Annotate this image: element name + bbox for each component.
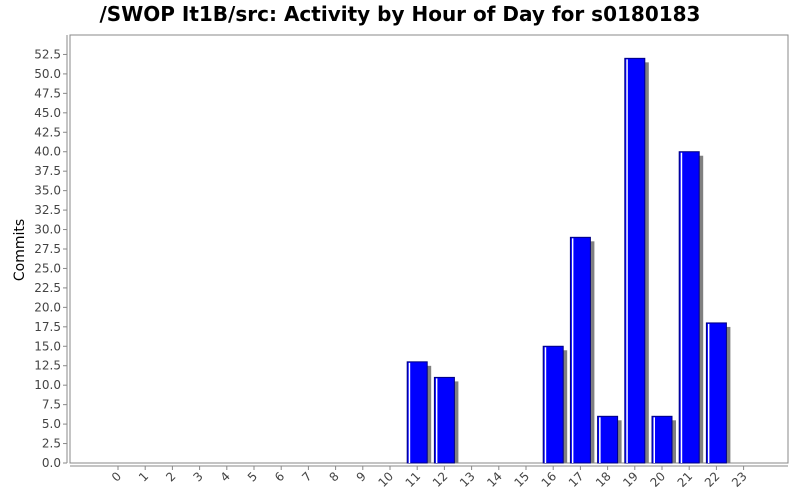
x-tick-label: 11	[403, 469, 424, 490]
x-tick-label: 12	[430, 469, 451, 490]
y-tick-label: 22.5	[34, 281, 61, 295]
y-tick-label: 47.5	[34, 86, 61, 100]
x-tick-label: 1	[136, 469, 151, 484]
bar-highlight	[408, 362, 411, 463]
bar	[569, 236, 591, 464]
bar-highlight	[599, 417, 601, 463]
bar-highlight	[435, 378, 438, 463]
x-tick-label: 18	[593, 469, 614, 490]
x-tick-label: 5	[245, 469, 260, 484]
x-tick-label: 6	[272, 469, 287, 484]
y-tick-label: 50.0	[34, 67, 61, 81]
y-tick-label: 37.5	[34, 164, 61, 178]
y-tick-label: 42.5	[34, 125, 61, 139]
x-tick-label: 9	[354, 469, 369, 484]
x-tick-label: 21	[675, 469, 696, 490]
y-tick-label: 17.5	[34, 320, 61, 334]
y-tick-label: 12.5	[34, 359, 61, 373]
bar-highlight	[571, 238, 574, 463]
x-tick-label: 10	[375, 469, 396, 490]
x-tick-label: 4	[218, 469, 233, 484]
x-tick-label: 16	[539, 469, 560, 490]
y-tick-label: 25.0	[34, 261, 61, 275]
y-tick-label: 27.5	[34, 242, 61, 256]
x-tick-label: 3	[190, 469, 205, 484]
bar-highlight	[544, 347, 547, 463]
y-tick-label: 32.5	[34, 203, 61, 217]
y-tick-label: 0.0	[42, 456, 61, 470]
x-tick-label: 8	[326, 469, 341, 484]
y-tick-label: 15.0	[34, 339, 61, 353]
y-tick-label: 52.5	[34, 47, 61, 61]
y-tick-label: 2.5	[42, 437, 61, 451]
bar	[624, 57, 646, 464]
bar	[705, 322, 727, 464]
x-tick-label: 22	[702, 469, 723, 490]
x-tick-label: 15	[511, 469, 532, 490]
bar-highlight	[707, 323, 710, 463]
bar	[651, 415, 673, 464]
x-tick-label: 0	[109, 469, 124, 484]
y-tick-label: 35.0	[34, 184, 61, 198]
x-tick-label: 23	[729, 469, 750, 490]
y-tick-label: 30.0	[34, 223, 61, 237]
chart-title: /SWOP It1B/src: Activity by Hour of Day …	[99, 2, 701, 26]
x-tick-label: 2	[163, 469, 178, 484]
y-tick-label: 45.0	[34, 106, 61, 120]
x-tick-label: 14	[484, 469, 505, 490]
y-tick-label: 20.0	[34, 300, 61, 314]
y-axis-label: Commits	[12, 219, 28, 281]
bar	[597, 415, 619, 464]
y-axis-ticks: 0.0 2.5 5.0 7.5 10.0 12.5 15.0 17.5 20.0 22.5 25.0…	[34, 47, 67, 470]
y-tick-label: 5.0	[42, 417, 61, 431]
y-tick-label: 10.0	[34, 378, 61, 392]
bar	[542, 345, 564, 464]
x-tick-label: 17	[566, 469, 587, 490]
y-tick-label: 7.5	[42, 398, 61, 412]
bar	[433, 376, 455, 464]
bar-highlight	[653, 417, 655, 463]
bars	[406, 57, 731, 464]
x-tick-label: 20	[647, 469, 668, 490]
bar-highlight	[680, 152, 683, 463]
x-axis-ticks: 0 1 2 3 4 5 6 7 8 9 10 11 12 13 14 15 16 17 18 19 20 21 22 23	[109, 466, 750, 490]
x-tick-label: 19	[620, 469, 641, 490]
bar	[678, 151, 700, 464]
x-tick-label: 13	[457, 469, 478, 490]
bar	[406, 361, 428, 464]
x-tick-label: 7	[299, 469, 314, 484]
bar-highlight	[626, 59, 628, 463]
y-tick-label: 40.0	[34, 145, 61, 159]
